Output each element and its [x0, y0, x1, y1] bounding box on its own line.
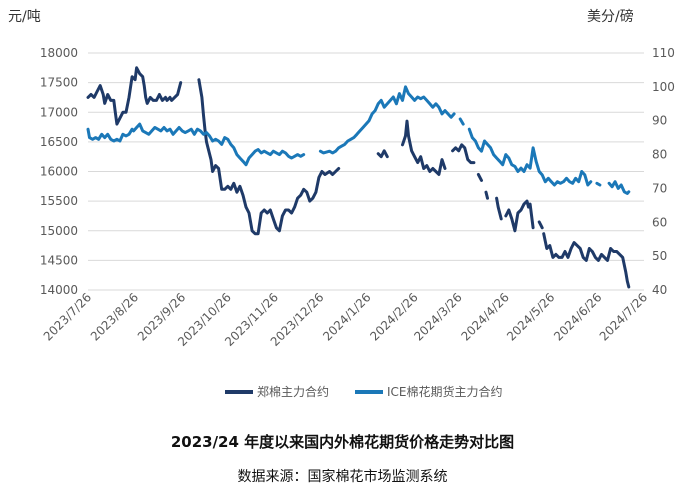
- series-line-segment: [607, 180, 631, 195]
- x-tick-label: 2024/3/26: [411, 290, 464, 343]
- series-2: [86, 85, 631, 195]
- series-line-segment: [467, 127, 593, 187]
- right-tick-label: 110: [652, 46, 675, 60]
- right-tick-label: 40: [652, 283, 667, 297]
- x-axis-tick-labels: 2023/7/262023/8/262023/9/262023/10/26202…: [41, 290, 650, 349]
- left-tick-label: 16500: [40, 135, 78, 149]
- series-line-segment: [595, 181, 602, 187]
- series-line-segment: [86, 66, 183, 126]
- left-tick-label: 14500: [40, 253, 78, 267]
- series-line-segment: [451, 143, 476, 165]
- right-tick-label: 50: [652, 249, 667, 263]
- gridlines: [88, 52, 644, 291]
- x-tick-label: 2023/7/26: [41, 290, 94, 343]
- legend: 郑棉主力合约 ICE棉花期货主力合约: [225, 384, 503, 399]
- left-tick-label: 15500: [40, 194, 78, 208]
- chart-source: 数据来源：国家棉花市场监测系统: [237, 469, 448, 485]
- left-axis-unit: 元/吨: [8, 9, 41, 25]
- right-axis-unit: 美分/磅: [587, 9, 634, 25]
- legend-label: ICE棉花期货主力合约: [387, 384, 503, 399]
- series-line-segment: [458, 117, 465, 126]
- x-tick-label: 2024/7/26: [597, 290, 650, 343]
- left-tick-label: 16000: [40, 165, 78, 179]
- legend-label: 郑棉主力合约: [257, 384, 329, 399]
- x-tick-label: 2024/4/26: [458, 290, 511, 343]
- series-line-segment: [401, 119, 447, 176]
- series-line-segment: [504, 199, 535, 233]
- x-tick-label: 2024/6/26: [551, 290, 604, 343]
- right-tick-label: 60: [652, 215, 667, 229]
- series-line-segment: [484, 190, 489, 200]
- series-line-segment: [197, 78, 341, 236]
- right-tick-label: 70: [652, 181, 667, 195]
- left-tick-label: 14000: [40, 283, 78, 297]
- left-tick-label: 15000: [40, 224, 78, 238]
- series-1: [86, 66, 631, 289]
- x-tick-label: 2024/5/26: [504, 290, 557, 343]
- right-axis-tick-labels: 40 50 60 70 80 90 100 110: [652, 46, 675, 297]
- right-tick-label: 80: [652, 148, 667, 162]
- left-tick-label: 17000: [40, 105, 78, 119]
- series-line-segment: [376, 149, 389, 159]
- series-lines: [86, 66, 631, 289]
- chart-title: 2023/24 年度以来国内外棉花期货价格走势对比图: [170, 433, 515, 451]
- left-tick-label: 18000: [40, 46, 78, 60]
- right-tick-label: 100: [652, 80, 675, 94]
- series-line-segment: [495, 196, 503, 221]
- right-tick-label: 90: [652, 114, 667, 128]
- x-tick-label: 2023/8/26: [88, 290, 141, 343]
- series-line-segment: [476, 173, 483, 182]
- series-line-segment: [86, 122, 306, 167]
- series-line-segment: [542, 232, 631, 289]
- left-axis-tick-labels: 14000 14500 15000 15500 16000 16500 17000 17500…: [40, 46, 78, 297]
- x-tick-label: 2024/1/26: [320, 290, 373, 343]
- series-line-segment: [537, 220, 544, 230]
- series-line-segment: [318, 85, 456, 155]
- left-tick-label: 17500: [40, 76, 78, 90]
